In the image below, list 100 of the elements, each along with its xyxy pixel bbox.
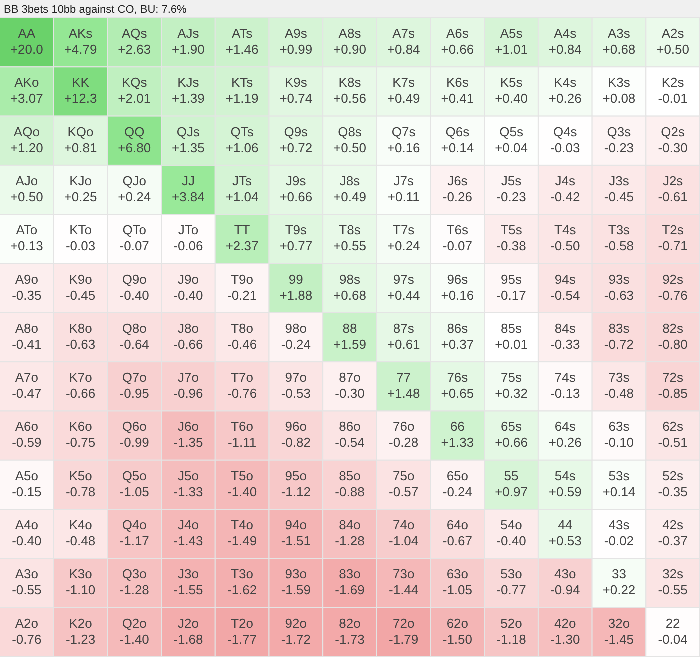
annotation: T9s xyxy=(285,222,308,238)
data-label: -0.45 xyxy=(66,288,96,303)
data-label: -0.30 xyxy=(658,140,688,156)
annotation: Q8s xyxy=(338,124,362,140)
annotation: Q2s xyxy=(661,124,686,140)
data-label: -1.44 xyxy=(389,582,419,598)
data-label: -0.21 xyxy=(227,288,258,303)
annotation: A5o xyxy=(15,468,38,484)
data-label: -0.37 xyxy=(658,534,688,549)
annotation: A3o xyxy=(15,566,38,582)
annotation: A3s xyxy=(608,26,631,42)
annotation: J3o xyxy=(178,566,199,582)
data-label: +0.74 xyxy=(280,91,313,106)
annotation: 73s xyxy=(608,370,630,386)
data-label: +12.3 xyxy=(64,91,98,106)
data-label: -1.23 xyxy=(66,632,96,647)
annotation: 72s xyxy=(662,370,684,386)
annotation: A2o xyxy=(15,616,38,631)
annotation: JTo xyxy=(178,222,199,238)
data-label: +0.16 xyxy=(387,140,420,156)
data-label: -0.63 xyxy=(604,288,634,303)
annotation: AKo xyxy=(14,75,40,90)
data-label: -0.54 xyxy=(550,288,580,303)
annotation: 63o xyxy=(446,566,469,582)
data-label: +1.46 xyxy=(226,42,259,58)
annotation: AJo xyxy=(16,173,38,188)
annotation: AA xyxy=(18,26,36,42)
annotation: 77 xyxy=(396,370,412,386)
data-label: -0.42 xyxy=(550,189,580,204)
annotation: 97o xyxy=(285,370,308,386)
data-label: +6.80 xyxy=(118,140,152,156)
annotation: 97s xyxy=(393,272,415,287)
annotation: QTs xyxy=(230,124,254,140)
data-label: +0.50 xyxy=(334,140,366,156)
data-label: +1.06 xyxy=(226,140,259,156)
data-label: -1.05 xyxy=(120,484,150,500)
data-label: -0.13 xyxy=(550,386,580,402)
data-label: +0.97 xyxy=(495,484,528,500)
data-label: +0.81 xyxy=(64,140,98,156)
annotation: K3o xyxy=(69,566,92,582)
annotation: T2s xyxy=(662,222,684,238)
annotation: 52o xyxy=(500,616,522,631)
annotation: 64s xyxy=(554,419,576,434)
annotation: T9o xyxy=(231,272,254,287)
annotation: 92s xyxy=(662,272,684,287)
annotation: 65s xyxy=(501,419,523,434)
annotation: K8o xyxy=(69,320,92,336)
data-label: +0.13 xyxy=(10,238,44,254)
data-label: +2.37 xyxy=(226,238,259,254)
data-label: -0.82 xyxy=(281,435,311,450)
annotation: 98s xyxy=(340,272,361,287)
annotation: K9o xyxy=(69,272,92,287)
data-label: -1.77 xyxy=(227,632,258,647)
annotation: 65o xyxy=(446,468,469,484)
annotation: J3s xyxy=(609,173,630,188)
annotation: QJo xyxy=(122,173,147,188)
data-label: -0.40 xyxy=(120,288,150,303)
data-label: +0.14 xyxy=(602,484,636,500)
data-label: +0.68 xyxy=(334,288,366,303)
data-label: -0.63 xyxy=(66,336,96,352)
data-label: -0.48 xyxy=(604,386,634,402)
annotation: 84o xyxy=(339,518,361,533)
annotation: J6o xyxy=(178,419,199,434)
data-label: +2.63 xyxy=(118,42,152,58)
data-label: +1.20 xyxy=(10,140,44,156)
annotation: J6s xyxy=(448,173,468,188)
data-label: +0.22 xyxy=(602,582,636,598)
annotation: QTo xyxy=(122,222,147,238)
data-label: -0.47 xyxy=(12,386,42,402)
data-label: -0.15 xyxy=(12,484,42,500)
annotation: J7o xyxy=(178,370,199,386)
annotation: 73o xyxy=(392,566,415,582)
annotation: 93o xyxy=(285,566,308,582)
data-label: -1.17 xyxy=(120,534,150,549)
data-label: -0.17 xyxy=(496,288,526,303)
annotation: A9o xyxy=(15,272,38,287)
data-label: -0.40 xyxy=(496,534,526,549)
data-label: +1.04 xyxy=(226,189,259,204)
data-label: -1.43 xyxy=(174,534,204,549)
annotation: T6o xyxy=(231,419,254,434)
annotation: J5o xyxy=(178,468,199,484)
annotation: 87o xyxy=(339,370,361,386)
data-label: +1.19 xyxy=(226,91,259,106)
annotation: 63s xyxy=(608,419,630,434)
annotation: QQ xyxy=(124,124,145,140)
annotation: Q6s xyxy=(446,124,470,140)
data-label: -0.64 xyxy=(120,336,150,352)
annotation: T2o xyxy=(231,616,254,631)
annotation: 86s xyxy=(447,320,469,336)
annotation: T5o xyxy=(231,468,254,484)
annotation: 72o xyxy=(392,616,415,631)
data-label: -0.66 xyxy=(66,386,96,402)
data-label: +0.72 xyxy=(280,140,313,156)
data-label: -0.23 xyxy=(604,140,634,156)
data-label: -0.76 xyxy=(658,288,688,303)
annotation: 75o xyxy=(392,468,415,484)
annotation: T5s xyxy=(500,222,523,238)
data-label: -1.28 xyxy=(335,534,365,549)
annotation: KTs xyxy=(231,75,254,90)
annotation: K7o xyxy=(69,370,92,386)
